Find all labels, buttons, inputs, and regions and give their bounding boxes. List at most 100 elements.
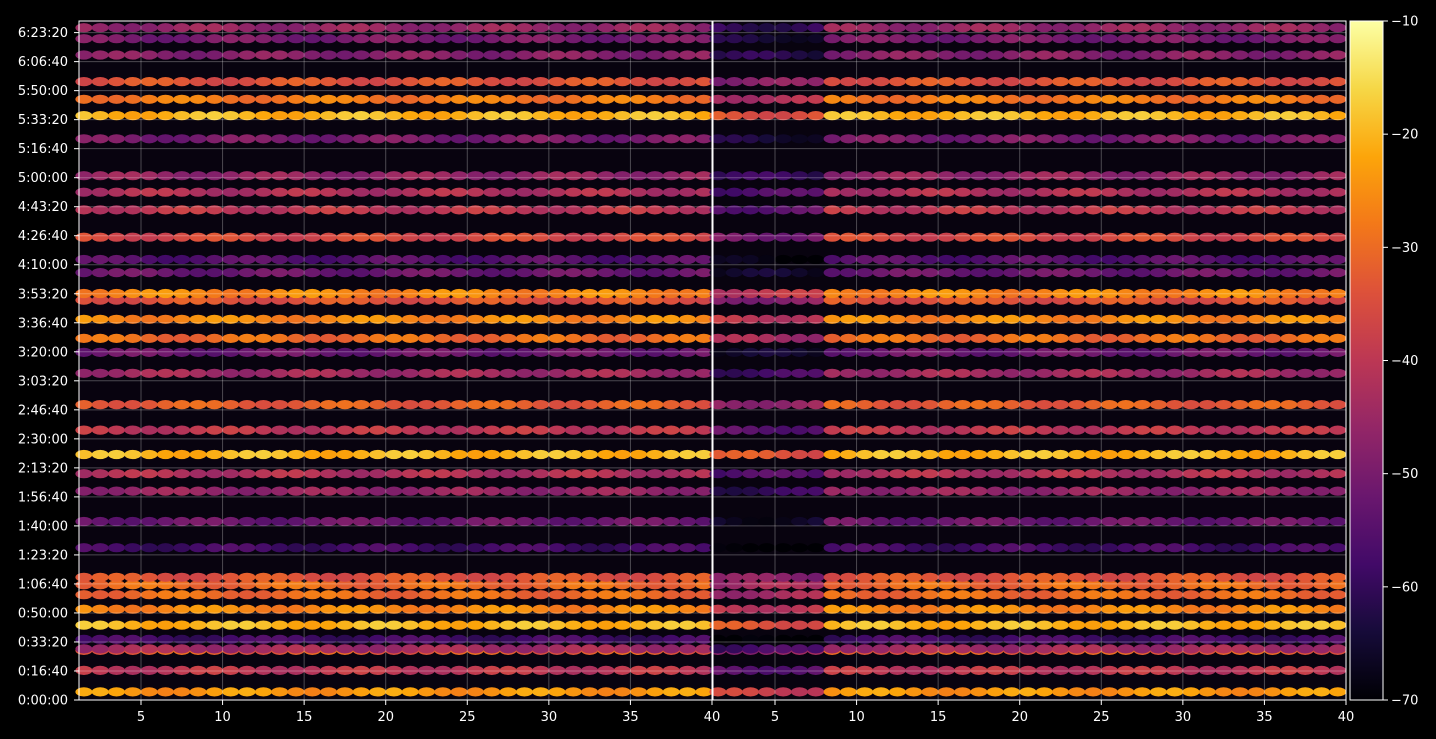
heatmap-cell — [303, 665, 321, 676]
y-tick-label: 1:40:00 — [18, 519, 68, 534]
heatmap-cell — [287, 347, 305, 357]
heatmap-cell — [1133, 34, 1151, 44]
heatmap-cell — [856, 314, 874, 324]
heatmap-cell — [888, 543, 906, 553]
heatmap-cell — [271, 254, 289, 265]
heatmap-cell — [515, 516, 533, 527]
heatmap-cell — [483, 469, 501, 479]
heatmap-cell — [1215, 590, 1233, 600]
heatmap-cell — [320, 347, 338, 357]
heatmap-cell — [872, 687, 890, 697]
heatmap-cell — [303, 23, 321, 33]
heatmap-cell — [1231, 634, 1249, 645]
heatmap-cell — [937, 665, 955, 676]
heatmap-cell — [189, 254, 207, 265]
heatmap-cell — [1296, 23, 1314, 33]
heatmap-cell — [581, 314, 599, 324]
heatmap-cell — [695, 77, 713, 87]
heatmap-cell — [173, 205, 191, 215]
heatmap-cell — [1247, 572, 1265, 582]
heatmap-cell — [937, 449, 955, 460]
heatmap-cell — [369, 687, 387, 697]
heatmap-cell — [888, 604, 906, 614]
heatmap-cell — [597, 516, 615, 527]
heatmap-cell — [254, 171, 272, 181]
heatmap-cell — [1084, 469, 1102, 479]
heatmap-cell — [75, 572, 93, 582]
heatmap-cell — [1313, 111, 1330, 121]
heatmap-cell — [466, 34, 484, 44]
heatmap-cell — [173, 620, 191, 630]
heatmap-cell — [483, 665, 501, 676]
heatmap-cell — [630, 288, 648, 299]
heatmap-cell — [1280, 580, 1298, 590]
heatmap-cell — [1296, 368, 1314, 378]
heatmap-cell — [336, 368, 354, 378]
heatmap-cell — [742, 634, 759, 645]
heatmap-cell — [1313, 254, 1330, 265]
heatmap-cell — [742, 620, 759, 630]
heatmap-cell — [1133, 94, 1151, 104]
heatmap-cell — [1329, 187, 1347, 197]
heatmap-cell — [807, 268, 825, 278]
heatmap-cell — [1052, 543, 1069, 553]
heatmap-cell — [548, 516, 566, 527]
heatmap-cell — [937, 288, 955, 299]
heatmap-cell — [1166, 268, 1184, 278]
heatmap-cell — [75, 368, 93, 378]
heatmap-cell — [189, 604, 207, 614]
heatmap-cell — [613, 111, 631, 121]
heatmap-cell — [418, 232, 435, 242]
heatmap-cell — [742, 572, 759, 582]
heatmap-cell — [157, 665, 174, 676]
heatmap-cell — [254, 590, 272, 600]
heatmap-cell — [1215, 50, 1233, 60]
heatmap-cell — [385, 295, 403, 305]
heatmap-cell — [466, 425, 484, 435]
heatmap-cell — [872, 469, 890, 479]
heatmap-cell — [986, 469, 1004, 479]
heatmap-cell — [1133, 232, 1151, 242]
heatmap-cell — [679, 486, 696, 496]
heatmap-cell — [630, 469, 648, 479]
heatmap-cell — [1149, 288, 1167, 299]
heatmap-cell — [1166, 50, 1184, 60]
heatmap-cell — [774, 516, 792, 527]
heatmap-cell — [1052, 205, 1069, 215]
heatmap-cell — [1149, 254, 1167, 265]
heatmap-cell — [238, 687, 256, 697]
heatmap-cell — [532, 543, 550, 553]
heatmap-cell — [1035, 665, 1053, 676]
heatmap-cell — [774, 543, 792, 553]
heatmap-cell — [695, 516, 713, 527]
heatmap-cell — [385, 111, 403, 121]
heatmap-cell — [888, 634, 906, 645]
heatmap-cell — [336, 665, 354, 676]
heatmap-cell — [1100, 94, 1118, 104]
heatmap-cell — [1264, 77, 1282, 87]
heatmap-cell — [807, 34, 825, 44]
heatmap-cell — [91, 232, 109, 242]
heatmap-cell — [1182, 590, 1200, 600]
heatmap-cell — [483, 205, 501, 215]
heatmap-cell — [254, 111, 272, 121]
heatmap-cell — [303, 368, 321, 378]
heatmap-cell — [222, 644, 240, 654]
heatmap-cell — [222, 94, 240, 104]
heatmap-cell — [1100, 687, 1118, 697]
heatmap-cell — [679, 665, 696, 676]
heatmap-cell — [205, 77, 223, 87]
heatmap-cell — [597, 347, 615, 357]
heatmap-cell — [173, 295, 191, 305]
heatmap-cell — [1247, 50, 1265, 60]
heatmap-cell — [630, 232, 648, 242]
heatmap-cell — [189, 50, 207, 60]
heatmap-cell — [1084, 295, 1102, 305]
heatmap-cell — [1117, 34, 1135, 44]
heatmap-cell — [937, 254, 955, 265]
heatmap-cell — [1084, 94, 1102, 104]
heatmap-cell — [1329, 134, 1347, 144]
heatmap-cell — [91, 486, 109, 496]
heatmap-cell — [189, 171, 207, 181]
heatmap-cell — [986, 634, 1004, 645]
